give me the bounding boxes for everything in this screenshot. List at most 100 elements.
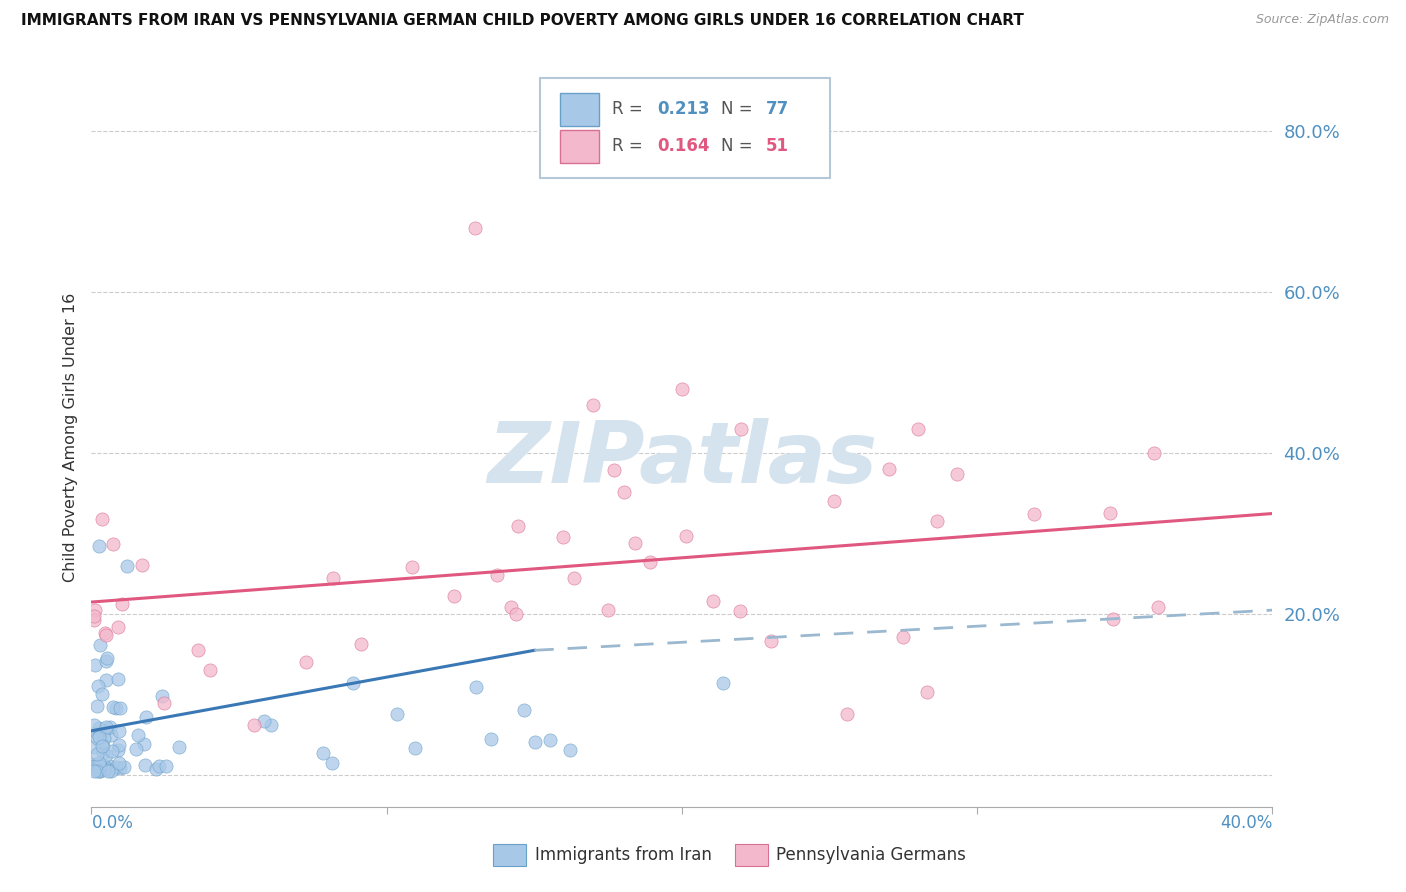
- Point: [86, 726, 108, 740]
- Point: [98, 759, 121, 773]
- Text: R =: R =: [612, 137, 648, 155]
- Text: IMMIGRANTS FROM IRAN VS PENNSYLVANIA GERMAN CHILD POVERTY AMONG GIRLS UNDER 16 C: IMMIGRANTS FROM IRAN VS PENNSYLVANIA GER…: [21, 13, 1024, 29]
- Point: [83, 756, 105, 771]
- Point: [558, 743, 581, 757]
- Point: [101, 536, 124, 550]
- Point: [891, 630, 914, 644]
- Point: [110, 701, 132, 715]
- Text: 40.0%: 40.0%: [1220, 814, 1272, 831]
- Text: Pennsylvania Germans: Pennsylvania Germans: [776, 847, 966, 864]
- Point: [91, 739, 114, 754]
- Point: [508, 519, 530, 533]
- Point: [89, 638, 111, 652]
- Point: [87, 764, 110, 778]
- Text: Source: ZipAtlas.com: Source: ZipAtlas.com: [1256, 13, 1389, 27]
- Point: [89, 539, 111, 553]
- Point: [623, 536, 645, 550]
- Point: [93, 762, 115, 776]
- Point: [464, 220, 486, 235]
- FancyBboxPatch shape: [540, 78, 830, 178]
- Point: [342, 675, 364, 690]
- Point: [1022, 508, 1045, 522]
- Point: [479, 732, 502, 747]
- Point: [96, 628, 118, 642]
- Point: [711, 675, 734, 690]
- Point: [443, 589, 465, 603]
- Point: [702, 593, 724, 607]
- Point: [596, 603, 619, 617]
- Point: [1147, 599, 1170, 614]
- Point: [107, 620, 129, 634]
- Point: [91, 512, 114, 526]
- Point: [86, 731, 108, 745]
- Point: [83, 609, 105, 624]
- Point: [675, 528, 697, 542]
- Point: [759, 633, 782, 648]
- Point: [89, 759, 111, 773]
- Point: [93, 731, 115, 746]
- Point: [91, 687, 114, 701]
- Point: [100, 728, 122, 742]
- Point: [134, 758, 156, 772]
- Point: [385, 706, 408, 721]
- Point: [83, 759, 105, 773]
- Point: [108, 756, 131, 770]
- Point: [97, 764, 120, 778]
- Point: [97, 763, 120, 777]
- Point: [115, 558, 138, 573]
- Point: [946, 467, 969, 482]
- Point: [1101, 612, 1123, 626]
- Text: N =: N =: [721, 100, 758, 118]
- Point: [86, 747, 108, 761]
- Bar: [494, 844, 526, 866]
- Point: [94, 673, 117, 687]
- Point: [96, 748, 118, 763]
- Point: [155, 759, 177, 773]
- Point: [169, 740, 191, 755]
- Point: [513, 703, 536, 717]
- Point: [89, 756, 111, 771]
- Point: [295, 655, 318, 669]
- Text: ZIPatlas: ZIPatlas: [486, 417, 877, 500]
- Text: N =: N =: [721, 137, 758, 155]
- Point: [401, 559, 423, 574]
- Point: [915, 685, 938, 699]
- Point: [87, 730, 110, 744]
- Point: [728, 605, 751, 619]
- Point: [638, 555, 661, 569]
- Point: [91, 739, 114, 754]
- Point: [107, 743, 129, 757]
- Point: [96, 651, 118, 665]
- Point: [105, 701, 128, 715]
- Point: [350, 637, 373, 651]
- Point: [135, 709, 157, 723]
- Point: [613, 484, 636, 499]
- Point: [107, 672, 129, 686]
- Point: [94, 723, 117, 737]
- Point: [562, 571, 585, 585]
- Point: [321, 756, 343, 770]
- Point: [91, 746, 114, 760]
- Point: [145, 762, 167, 776]
- Point: [312, 746, 335, 760]
- Point: [124, 742, 146, 756]
- Point: [148, 759, 170, 773]
- Point: [83, 718, 105, 732]
- Point: [553, 530, 575, 544]
- Point: [187, 643, 209, 657]
- Point: [86, 698, 108, 713]
- Y-axis label: Child Poverty Among Girls Under 16: Child Poverty Among Girls Under 16: [62, 293, 77, 582]
- Point: [242, 718, 264, 732]
- Point: [100, 764, 122, 778]
- Point: [485, 568, 508, 582]
- Point: [1143, 446, 1166, 460]
- Point: [112, 760, 135, 774]
- Point: [823, 493, 845, 508]
- Point: [1098, 506, 1121, 520]
- Point: [877, 462, 900, 476]
- Point: [94, 720, 117, 734]
- Point: [152, 690, 174, 704]
- Point: [83, 657, 105, 672]
- Point: [465, 680, 488, 694]
- Bar: [560, 130, 599, 163]
